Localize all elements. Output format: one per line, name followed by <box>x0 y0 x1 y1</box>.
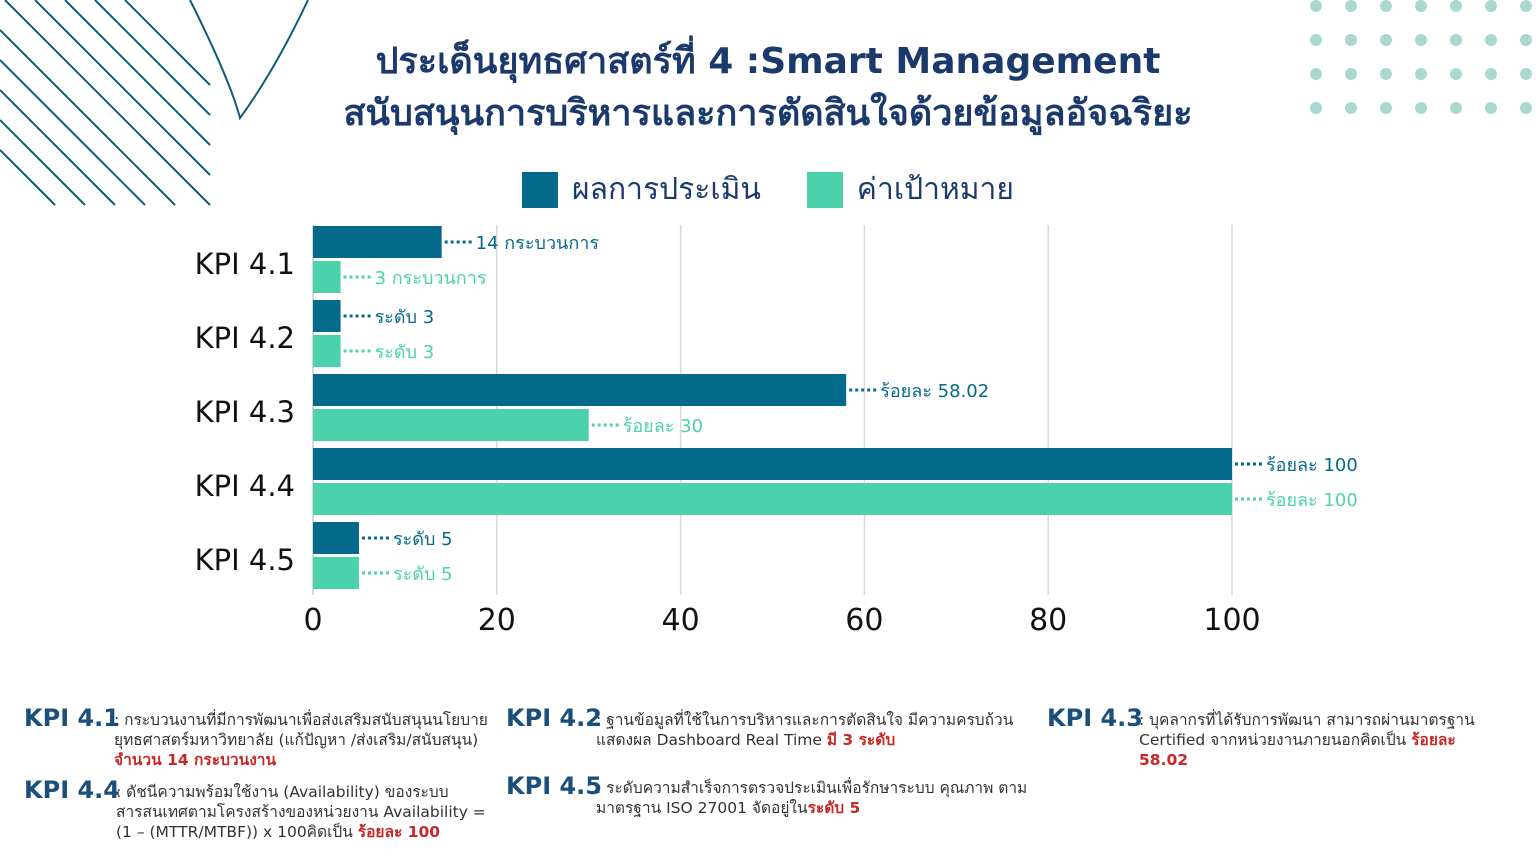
decorative-dot <box>1485 34 1497 46</box>
category-label: KPI 4.3 <box>195 395 295 429</box>
bar <box>313 448 1232 480</box>
x-tick-label: 20 <box>478 603 516 638</box>
decorative-dot <box>1345 34 1357 46</box>
decorative-dot <box>1415 68 1427 80</box>
note-kpi-label: KPI 4.4 <box>24 776 120 804</box>
decorative-dot <box>1380 0 1392 12</box>
decorative-dot <box>1520 0 1532 12</box>
data-label: ระดับ 3 <box>375 307 435 328</box>
legend-item-result: ผลการประเมิน <box>522 166 761 213</box>
note-highlight: มี 3 ระดับ <box>826 731 896 749</box>
decorative-dot <box>1520 68 1532 80</box>
bar <box>313 557 359 589</box>
data-label: ร้อยละ 30 <box>623 416 703 437</box>
note-highlight: จำนวน 14 กระบวนงาน <box>114 751 277 769</box>
x-tick-label: 40 <box>662 603 700 638</box>
data-label: 14 กระบวนการ <box>476 233 600 254</box>
note-text: : ฐานข้อมูลที่ใช้ในการบริหารและการตัดสิน… <box>596 710 1041 750</box>
decorative-dot <box>1485 102 1497 114</box>
bar <box>313 374 847 406</box>
decorative-dot <box>1415 34 1427 46</box>
note-body: : ดัชนีความพร้อมใช้งาน (Availability) ขอ… <box>116 783 486 841</box>
data-label: ระดับ 5 <box>393 529 453 550</box>
legend-swatch-result <box>522 171 558 208</box>
decorative-dot <box>1310 68 1322 80</box>
decorative-dot <box>1310 102 1322 114</box>
data-label: ร้อยละ 100 <box>1266 490 1358 511</box>
decorative-dot <box>1345 0 1357 12</box>
legend-item-target: ค่าเป้าหมาย <box>806 166 1014 213</box>
chart-legend: ผลการประเมิน ค่าเป้าหมาย <box>522 166 1060 213</box>
note-text: : ดัชนีความพร้อมใช้งาน (Availability) ขอ… <box>116 782 494 842</box>
bar <box>313 261 341 293</box>
decorative-dot <box>1380 68 1392 80</box>
decorative-dot <box>1310 34 1322 46</box>
bar <box>313 226 442 258</box>
note-kpi-label: KPI 4.3 <box>1047 704 1143 732</box>
decorative-dot <box>1415 102 1427 114</box>
note-highlight: ระดับ 5 <box>807 799 861 817</box>
note-text: : ระดับความสำเร็จการตรวจประเมินเพื่อรักษ… <box>596 778 1041 818</box>
data-label: ระดับ 5 <box>393 564 453 585</box>
note-highlight: ร้อยละ 58.02 <box>1139 731 1456 769</box>
note-kpi-4-5: KPI 4.5 : ระดับความสำเร็จการตรวจประเมินเ… <box>506 772 1041 818</box>
note-body: : กระบวนงานที่มีการพัฒนาเพื่อส่งเสริมสนั… <box>114 711 488 749</box>
note-kpi-label: KPI 4.1 <box>24 704 120 732</box>
note-kpi-label: KPI 4.5 <box>506 772 602 800</box>
note-kpi-label: KPI 4.2 <box>506 704 602 732</box>
x-tick-label: 80 <box>1029 603 1067 638</box>
decorative-dot <box>1520 102 1532 114</box>
data-label: ร้อยละ 100 <box>1266 455 1358 476</box>
category-label: KPI 4.4 <box>195 469 295 503</box>
note-highlight: ร้อยละ 100 <box>357 823 441 841</box>
category-label: KPI 4.5 <box>195 543 295 577</box>
legend-label-target: ค่าเป้าหมาย <box>856 172 1014 207</box>
bar <box>313 409 589 441</box>
note-kpi-4-3: KPI 4.3 : บุคลากรที่ได้รับการพัฒนา สามาร… <box>1047 704 1497 770</box>
note-body: : ระดับความสำเร็จการตรวจประเมินเพื่อรักษ… <box>596 779 1028 817</box>
category-label: KPI 4.1 <box>195 247 295 281</box>
decorative-dot <box>1450 0 1462 12</box>
x-tick-label: 100 <box>1203 603 1260 638</box>
decorative-dot <box>1450 34 1462 46</box>
bar <box>313 483 1232 515</box>
legend-swatch-target <box>806 171 843 208</box>
decorative-dot <box>1310 0 1322 12</box>
page-title: ประเด็นยุทธศาสตร์ที่ 4 :Smart Management <box>375 41 1161 82</box>
decorative-dots <box>1310 0 1532 114</box>
x-tick-label: 0 <box>303 603 322 638</box>
note-text: : บุคลากรที่ได้รับการพัฒนา สามารถผ่านมาต… <box>1139 710 1494 770</box>
bar <box>313 335 341 367</box>
decorative-lines <box>0 0 309 206</box>
decorative-dot <box>1450 68 1462 80</box>
note-kpi-4-2: KPI 4.2 : ฐานข้อมูลที่ใช้ในการบริหารและก… <box>506 704 1041 750</box>
decorative-dot <box>1380 34 1392 46</box>
decorative-dot <box>1450 102 1462 114</box>
note-text: : กระบวนงานที่มีการพัฒนาเพื่อส่งเสริมสนั… <box>114 710 494 770</box>
x-tick-label: 60 <box>845 603 883 638</box>
decorative-dot <box>1345 68 1357 80</box>
decorative-dot <box>1415 0 1427 12</box>
data-label: ร้อยละ 58.02 <box>880 381 989 402</box>
decorative-dot <box>1345 102 1357 114</box>
decorative-dot <box>1485 0 1497 12</box>
note-body: : ฐานข้อมูลที่ใช้ในการบริหารและการตัดสิน… <box>596 711 1014 749</box>
decorative-dot <box>1520 34 1532 46</box>
data-label: 3 กระบวนการ <box>375 268 487 289</box>
page-subtitle: สนับสนุนการบริหารและการตัดสินใจด้วยข้อมู… <box>343 93 1193 134</box>
note-kpi-4-4: KPI 4.4 : ดัชนีความพร้อมใช้งาน (Availabi… <box>24 776 494 842</box>
decorative-dot <box>1380 102 1392 114</box>
legend-label-result: ผลการประเมิน <box>572 172 761 207</box>
data-label: ระดับ 3 <box>375 342 435 363</box>
bar <box>313 300 341 332</box>
bar <box>313 522 359 554</box>
note-body: : บุคลากรที่ได้รับการพัฒนา สามารถผ่านมาต… <box>1139 711 1475 749</box>
bar-chart: 0 20 40 60 80 100 KPI 4.1 14 กระบวนการ 3 กระบวนก… <box>195 225 1358 638</box>
note-kpi-4-1: KPI 4.1 : กระบวนงานที่มีการพัฒนาเพื่อส่ง… <box>24 704 494 769</box>
category-label: KPI 4.2 <box>195 321 295 355</box>
decorative-dot <box>1485 68 1497 80</box>
